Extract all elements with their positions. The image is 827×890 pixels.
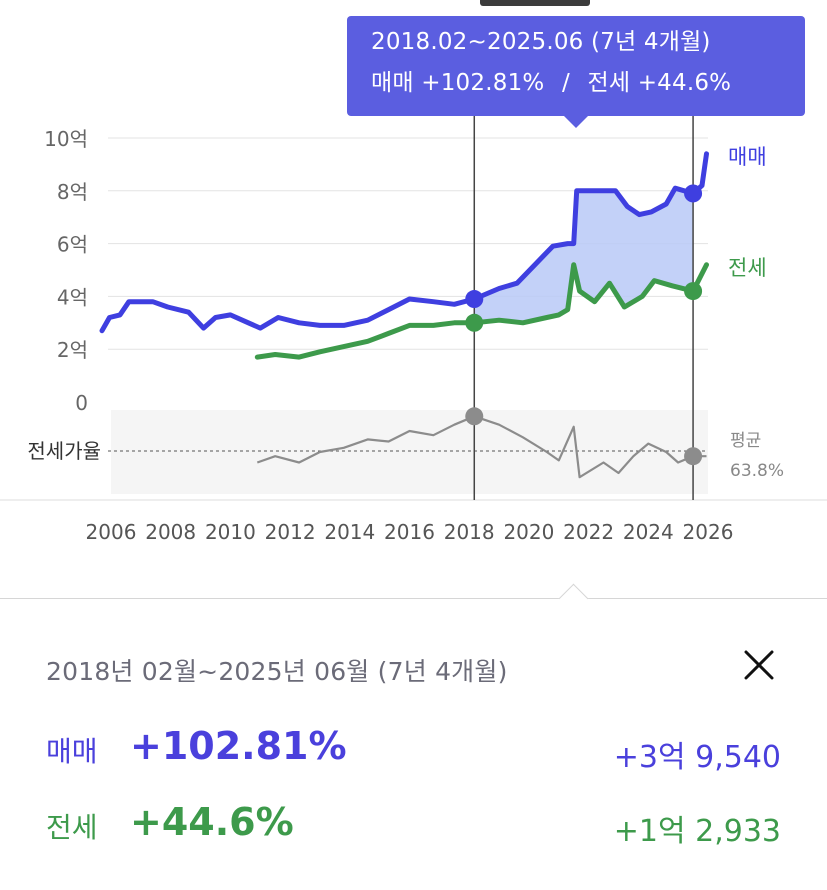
- selected-points: [465, 184, 703, 466]
- x-tick-label: 2012: [265, 520, 316, 544]
- selected-point: [465, 407, 484, 426]
- x-tick-label: 2026: [683, 520, 734, 544]
- rent-series-label: 전세: [728, 256, 767, 280]
- selected-range-fill: [474, 188, 694, 323]
- x-axis-ticks: 2006 2008 2010 2012 2014 2016 2018 2020 2022 2024…: [86, 520, 734, 544]
- x-tick-label: 2024: [623, 520, 674, 544]
- y-tick-label: 6억: [57, 233, 88, 257]
- tooltip-period: 2018.02~2025.06 (7년 4개월): [371, 29, 711, 55]
- ratio-average-label: 평균: [730, 431, 761, 451]
- rent-percent: +44.6%: [130, 800, 294, 844]
- ratio-band: 전세가율: [0, 410, 827, 501]
- rent-line: [254, 262, 709, 360]
- tooltip-arrow: [563, 115, 589, 128]
- sale-series-label: 매매: [728, 145, 767, 169]
- y-tick-label: 8억: [57, 180, 88, 204]
- close-icon: [744, 650, 774, 680]
- sale-line: [99, 151, 709, 334]
- sale-amount: +3억 9,540: [613, 740, 781, 775]
- ratio-band-bg: [111, 410, 708, 494]
- ratio-row-label: 전세가율: [27, 439, 101, 463]
- x-tick-label: 2006: [86, 520, 137, 544]
- tooltip-sale-change: +102.81%: [421, 70, 545, 96]
- selected-point: [465, 313, 484, 332]
- y-tick-label: 0: [75, 391, 88, 415]
- ratio-line: [256, 415, 707, 479]
- x-tick-label: 2018: [444, 520, 495, 544]
- x-tick-label: 2008: [145, 520, 196, 544]
- y-tick-label: 4억: [57, 285, 88, 309]
- x-tick-label: 2022: [563, 520, 614, 544]
- selected-point: [684, 184, 703, 203]
- tooltip-rent-label: 전세: [587, 70, 631, 96]
- y-axis-ticks: 10억 8억 6억 4억 2억 0: [44, 127, 88, 415]
- tooltip-separator: /: [561, 70, 570, 96]
- ratio-average-value: 63.8%: [730, 461, 784, 481]
- selected-point: [684, 447, 703, 466]
- x-tick-label: 2010: [205, 520, 256, 544]
- x-tick-label: 2020: [503, 520, 554, 544]
- x-tick-label: 2016: [384, 520, 435, 544]
- rent-label: 전세: [46, 811, 98, 844]
- y-tick-label: 2억: [57, 338, 88, 362]
- selected-point: [684, 282, 703, 301]
- tooltip-rent-change: +44.6%: [637, 70, 732, 96]
- rent-amount: +1억 2,933: [613, 814, 781, 849]
- x-tick-label: 2014: [324, 520, 375, 544]
- summary-period: 2018년 02월~2025년 06월 (7년 4개월): [46, 657, 508, 686]
- sale-percent: +102.81%: [130, 724, 347, 768]
- y-tick-label: 10억: [44, 127, 88, 151]
- tooltip-changes: 매매 +102.81% / 전세 +44.6%: [371, 68, 805, 98]
- top-tab-indicator: [480, 0, 590, 6]
- range-tooltip: 2018.02~2025.06 (7년 4개월) 매매 +102.81% / 전…: [347, 16, 805, 116]
- sale-label: 매매: [46, 735, 98, 768]
- series-lines: [99, 151, 709, 479]
- range-area: [474, 188, 694, 323]
- tooltip-sale-label: 매매: [371, 70, 414, 96]
- close-button[interactable]: [735, 641, 783, 689]
- selected-point: [465, 290, 484, 309]
- summary-panel: [0, 598, 827, 890]
